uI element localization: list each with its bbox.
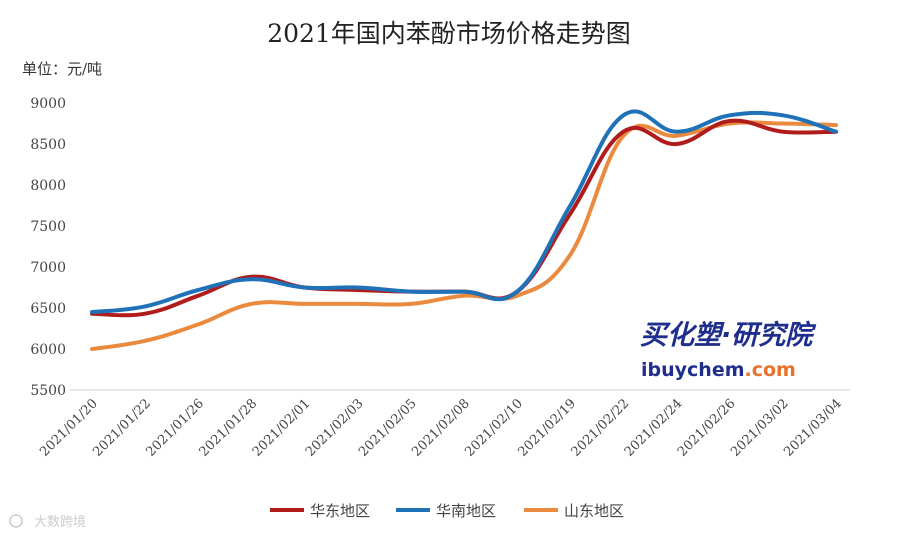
y-axis-unit-label: 单位：元/吨 xyxy=(22,60,102,78)
corner-watermark-icon xyxy=(9,514,23,528)
y-tick-label: 9000 xyxy=(30,96,66,112)
watermark-brand-cn: 买化塑·研究院 xyxy=(640,320,817,351)
corner-watermark-text: 大数跨境 xyxy=(34,515,86,530)
legend-label: 华南地区 xyxy=(436,502,496,520)
watermark-brand-en: ibuychem.com xyxy=(641,359,796,381)
corner-watermark: 大数跨境 xyxy=(9,514,86,530)
y-tick-label: 8500 xyxy=(30,137,66,153)
watermark-brand-en-domain: .com xyxy=(745,359,796,381)
series-lines xyxy=(90,109,838,351)
y-tick-label: 6000 xyxy=(30,342,66,358)
legend-label: 华东地区 xyxy=(310,502,370,520)
y-tick-label: 5500 xyxy=(30,383,66,399)
series-line-1 xyxy=(90,118,838,318)
series-line-3 xyxy=(90,120,838,351)
x-axis-ticks: 2021/01/202021/01/222021/01/262021/01/28… xyxy=(37,396,845,460)
y-tick-label: 8000 xyxy=(30,178,66,194)
y-tick-label: 7000 xyxy=(30,260,66,276)
watermark-brand-en-main: ibuychem xyxy=(641,359,745,381)
y-axis-ticks: 5500 6000 6500 7000 7500 8000 8500 9000 xyxy=(30,96,66,399)
series-line-2 xyxy=(90,109,838,315)
chart-title: 2021年国内苯酚市场价格走势图 xyxy=(267,19,631,48)
y-tick-label: 7500 xyxy=(30,219,66,235)
y-tick-label: 6500 xyxy=(30,301,66,317)
x-tick-label: 2021/03/04 xyxy=(781,396,845,460)
legend-label: 山东地区 xyxy=(564,502,624,520)
watermark: 买化塑·研究院 ibuychem.com xyxy=(640,320,817,381)
legend: 华东地区 华南地区 山东地区 xyxy=(270,502,624,520)
